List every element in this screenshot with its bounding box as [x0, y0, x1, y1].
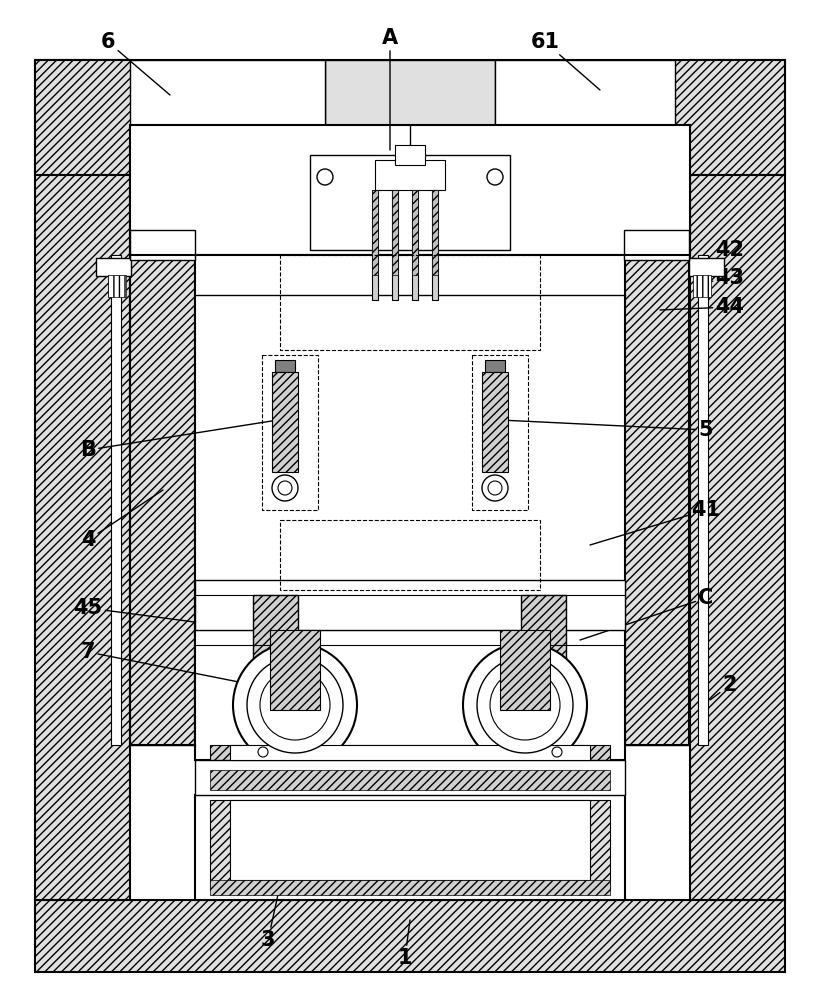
Circle shape [490, 670, 560, 740]
Bar [375, 160, 445, 190]
Bar [195, 795, 625, 900]
Text: 42: 42 [703, 240, 744, 265]
Text: 3: 3 [260, 840, 290, 950]
Bar [108, 275, 126, 297]
Bar [195, 580, 625, 630]
Bar [412, 190, 418, 275]
Bar [210, 770, 610, 790]
Text: A: A [382, 28, 398, 150]
Bar [310, 155, 510, 250]
Bar [432, 190, 438, 275]
Bar [210, 800, 610, 890]
Bar [395, 145, 425, 165]
Circle shape [477, 657, 573, 753]
Text: 1: 1 [398, 920, 412, 968]
Bar [230, 745, 590, 760]
Bar [392, 190, 398, 275]
Circle shape [463, 643, 587, 767]
Text: C: C [580, 588, 713, 640]
Bar [698, 255, 708, 745]
Circle shape [482, 475, 508, 501]
Bar [195, 255, 625, 745]
Bar [325, 60, 495, 125]
Bar [372, 190, 378, 275]
Circle shape [278, 481, 292, 495]
Bar [35, 60, 785, 175]
Bar [521, 595, 566, 680]
Bar [130, 255, 195, 745]
Bar [495, 60, 675, 125]
Bar [624, 255, 689, 745]
Text: 4: 4 [81, 490, 163, 550]
Bar [693, 275, 711, 297]
Bar [412, 190, 418, 300]
Bar [210, 880, 610, 895]
Circle shape [488, 481, 502, 495]
Text: B: B [80, 420, 278, 460]
Bar [230, 800, 590, 880]
Bar [253, 595, 298, 680]
Bar [195, 630, 625, 760]
Circle shape [272, 475, 298, 501]
Bar [262, 355, 318, 510]
Text: 5: 5 [500, 420, 713, 440]
Circle shape [487, 169, 503, 185]
Bar [111, 255, 121, 745]
Bar [130, 60, 325, 125]
Text: 41: 41 [590, 500, 721, 545]
Bar [35, 60, 130, 900]
Bar [96, 258, 131, 276]
Bar [35, 900, 785, 972]
Bar [432, 190, 438, 300]
Bar [210, 745, 610, 763]
Bar [372, 190, 378, 300]
Bar [500, 630, 550, 710]
Bar [272, 372, 298, 472]
Text: 61: 61 [531, 32, 600, 90]
Circle shape [233, 643, 357, 767]
Bar [482, 372, 508, 472]
Text: 43: 43 [703, 268, 744, 288]
Bar [280, 255, 540, 350]
Circle shape [552, 747, 562, 757]
Text: 2: 2 [710, 675, 737, 700]
Bar [130, 230, 195, 260]
Circle shape [258, 747, 268, 757]
Bar [130, 125, 690, 255]
Bar [485, 360, 505, 372]
Bar [392, 190, 398, 300]
Text: 45: 45 [74, 598, 255, 630]
Bar [275, 360, 295, 372]
Bar [689, 258, 724, 276]
Bar [280, 520, 540, 590]
Bar [270, 630, 320, 710]
Circle shape [260, 670, 330, 740]
Bar [624, 230, 689, 260]
Circle shape [247, 657, 343, 753]
Bar [195, 760, 625, 795]
Bar [690, 60, 785, 900]
Text: 7: 7 [81, 642, 254, 685]
Bar [472, 355, 528, 510]
Circle shape [317, 169, 333, 185]
Text: 44: 44 [660, 297, 744, 317]
Text: 6: 6 [101, 32, 170, 95]
